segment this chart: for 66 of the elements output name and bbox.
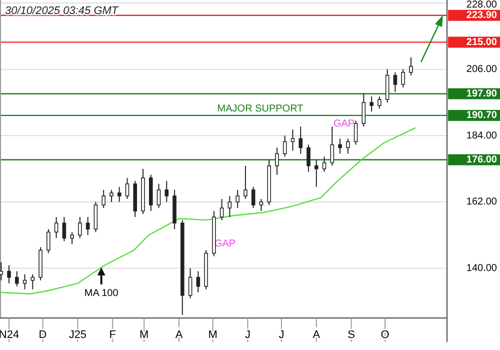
- candlestick: [156, 183, 161, 208]
- annotation: MAJOR SUPPORT: [217, 103, 304, 114]
- candlestick: [409, 56, 413, 76]
- candlestick: [188, 268, 192, 299]
- candlestick: [378, 96, 382, 110]
- candlestick: [0, 262, 4, 281]
- candlestick: [298, 126, 303, 154]
- ref-line-label: 223.90: [466, 10, 498, 22]
- candlestick: [110, 189, 114, 202]
- x-tick-label: S: [348, 328, 355, 341]
- ref-line-label: 190.70: [466, 110, 498, 122]
- x-tick-label: M: [140, 328, 149, 341]
- candlestick: [236, 189, 240, 208]
- candlestick: [46, 228, 50, 254]
- annotation: GAP: [333, 118, 355, 130]
- y-tick-label: 228.00: [466, 0, 498, 11]
- line-series: [0, 127, 416, 294]
- candlestick: [228, 195, 232, 218]
- candlestick: [62, 216, 66, 242]
- x-tick-label: J25: [68, 328, 87, 341]
- candlestick: [314, 159, 318, 188]
- candlestick: [354, 120, 358, 146]
- y-tick-label: 184.00: [466, 130, 498, 142]
- candlestick: [164, 180, 169, 202]
- candlestick: [306, 144, 310, 172]
- candlestick: [370, 96, 374, 112]
- candlestick: [125, 177, 130, 200]
- x-tick-label: J: [244, 328, 250, 341]
- ref-line-label: 215.00: [466, 36, 498, 48]
- x-tick-label: O: [380, 328, 390, 341]
- candlestick: [196, 270, 200, 293]
- candlestick: [330, 126, 334, 166]
- candlestick: [282, 135, 287, 158]
- candlestick: [102, 189, 106, 208]
- x-tick-label: A: [312, 328, 321, 341]
- candlestick: [338, 138, 342, 154]
- candlestick: [322, 156, 326, 172]
- ref-line-label: 176.00: [466, 154, 498, 166]
- x-tick-label: D: [38, 328, 47, 341]
- y-tick-label: 140.00: [466, 262, 498, 274]
- candlestick: [86, 216, 90, 236]
- candlestick: [7, 264, 11, 284]
- ref-line-label: 197.90: [466, 88, 498, 100]
- candlestick: [70, 232, 74, 245]
- y-tick-label: 206.00: [466, 64, 498, 75]
- candlestick: [393, 72, 398, 92]
- candlestick: [259, 198, 264, 212]
- candlestick: [117, 186, 122, 202]
- x-tick-label: A: [175, 328, 184, 341]
- y-tick-label: 162.00: [466, 196, 498, 208]
- candlestick: [54, 216, 58, 239]
- candlestick: [244, 165, 248, 200]
- x-tick-label: M: [208, 328, 218, 341]
- candlestick: [220, 198, 224, 221]
- candlestick: [275, 147, 279, 176]
- x-tick-label: F: [109, 328, 116, 341]
- annotation: 30/10/2025 03:45 GMT: [5, 4, 120, 17]
- candlestick: [14, 270, 19, 287]
- candlestick: [346, 138, 350, 154]
- candlestick: [401, 68, 405, 88]
- candlestick: [251, 186, 256, 208]
- x-tick-label: N24: [0, 328, 20, 341]
- x-tick-label: J: [278, 328, 284, 341]
- candlestick: [362, 92, 366, 128]
- annotation: MA 100: [84, 288, 119, 299]
- candlestick: [78, 216, 82, 239]
